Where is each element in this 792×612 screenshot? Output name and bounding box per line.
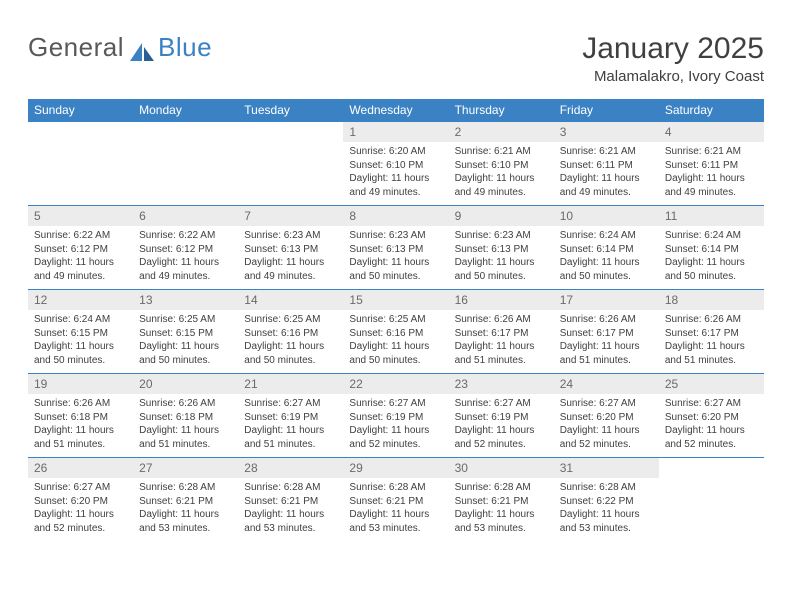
calendar-body: 1234 Sunrise: 6:20 AMSunset: 6:10 PMDayl… (28, 122, 764, 542)
day-details-cell: Sunrise: 6:27 AMSunset: 6:19 PMDaylight:… (343, 394, 448, 458)
day-number-cell: 10 (554, 206, 659, 227)
day-number-cell: 26 (28, 458, 133, 479)
day-details-cell: Sunrise: 6:27 AMSunset: 6:19 PMDaylight:… (238, 394, 343, 458)
day-number-cell: 15 (343, 290, 448, 311)
day-details-cell: Sunrise: 6:28 AMSunset: 6:21 PMDaylight:… (343, 478, 448, 541)
day-number-cell: 11 (659, 206, 764, 227)
day-number-cell: 24 (554, 374, 659, 395)
day-details-cell: Sunrise: 6:22 AMSunset: 6:12 PMDaylight:… (133, 226, 238, 290)
day-number-cell: 7 (238, 206, 343, 227)
day-number-cell: 6 (133, 206, 238, 227)
day-number-cell: 12 (28, 290, 133, 311)
day-details-cell: Sunrise: 6:24 AMSunset: 6:14 PMDaylight:… (659, 226, 764, 290)
day-header: Wednesday (343, 99, 448, 122)
day-details-cell: Sunrise: 6:27 AMSunset: 6:20 PMDaylight:… (28, 478, 133, 541)
day-number-cell: 22 (343, 374, 448, 395)
day-details-cell: Sunrise: 6:23 AMSunset: 6:13 PMDaylight:… (449, 226, 554, 290)
day-details-cell: Sunrise: 6:24 AMSunset: 6:14 PMDaylight:… (554, 226, 659, 290)
day-details-cell (28, 142, 133, 206)
day-number-cell: 14 (238, 290, 343, 311)
brand-text-blue: Blue (158, 32, 212, 63)
day-details-cell: Sunrise: 6:21 AMSunset: 6:10 PMDaylight:… (449, 142, 554, 206)
day-details-cell: Sunrise: 6:28 AMSunset: 6:21 PMDaylight:… (133, 478, 238, 541)
day-number-cell (28, 122, 133, 143)
day-number-cell (238, 122, 343, 143)
day-details-cell: Sunrise: 6:22 AMSunset: 6:12 PMDaylight:… (28, 226, 133, 290)
day-number-cell: 4 (659, 122, 764, 143)
day-number-cell: 25 (659, 374, 764, 395)
day-details-cell: Sunrise: 6:28 AMSunset: 6:22 PMDaylight:… (554, 478, 659, 541)
day-details-cell: Sunrise: 6:26 AMSunset: 6:17 PMDaylight:… (554, 310, 659, 374)
day-details-cell: Sunrise: 6:21 AMSunset: 6:11 PMDaylight:… (659, 142, 764, 206)
day-number-cell: 13 (133, 290, 238, 311)
day-details-cell (659, 478, 764, 541)
day-number-cell (133, 122, 238, 143)
day-details-cell (238, 142, 343, 206)
day-details-cell: Sunrise: 6:25 AMSunset: 6:15 PMDaylight:… (133, 310, 238, 374)
title-block: January 2025 Malamalakro, Ivory Coast (582, 32, 764, 85)
day-details-cell: Sunrise: 6:25 AMSunset: 6:16 PMDaylight:… (238, 310, 343, 374)
day-details-cell: Sunrise: 6:25 AMSunset: 6:16 PMDaylight:… (343, 310, 448, 374)
day-header: Saturday (659, 99, 764, 122)
day-number-cell: 29 (343, 458, 448, 479)
day-number-cell: 19 (28, 374, 133, 395)
day-details-cell: Sunrise: 6:27 AMSunset: 6:19 PMDaylight:… (449, 394, 554, 458)
calendar-table: SundayMondayTuesdayWednesdayThursdayFrid… (28, 99, 764, 541)
day-header: Thursday (449, 99, 554, 122)
day-header: Sunday (28, 99, 133, 122)
day-header: Monday (133, 99, 238, 122)
day-number-cell: 18 (659, 290, 764, 311)
day-details-cell: Sunrise: 6:27 AMSunset: 6:20 PMDaylight:… (659, 394, 764, 458)
location-name: Malamalakro, Ivory Coast (582, 68, 764, 85)
header-bar: General Blue January 2025 Malamalakro, I… (28, 32, 764, 85)
day-number-cell: 27 (133, 458, 238, 479)
day-details-cell: Sunrise: 6:21 AMSunset: 6:11 PMDaylight:… (554, 142, 659, 206)
brand-logo: General Blue (28, 32, 212, 63)
day-details-cell (133, 142, 238, 206)
day-details-cell: Sunrise: 6:23 AMSunset: 6:13 PMDaylight:… (238, 226, 343, 290)
day-details-cell: Sunrise: 6:26 AMSunset: 6:18 PMDaylight:… (28, 394, 133, 458)
day-number-cell: 31 (554, 458, 659, 479)
day-number-cell: 30 (449, 458, 554, 479)
month-title: January 2025 (582, 32, 764, 66)
day-details-cell: Sunrise: 6:26 AMSunset: 6:17 PMDaylight:… (659, 310, 764, 374)
day-details-cell: Sunrise: 6:26 AMSunset: 6:18 PMDaylight:… (133, 394, 238, 458)
calendar-page: General Blue January 2025 Malamalakro, I… (0, 0, 792, 559)
day-number-cell: 2 (449, 122, 554, 143)
day-number-cell: 5 (28, 206, 133, 227)
day-number-cell: 23 (449, 374, 554, 395)
day-details-cell: Sunrise: 6:24 AMSunset: 6:15 PMDaylight:… (28, 310, 133, 374)
day-number-cell: 8 (343, 206, 448, 227)
day-number-cell: 16 (449, 290, 554, 311)
logo-sail-icon (128, 41, 156, 63)
day-number-cell: 17 (554, 290, 659, 311)
day-details-cell: Sunrise: 6:26 AMSunset: 6:17 PMDaylight:… (449, 310, 554, 374)
day-number-cell: 28 (238, 458, 343, 479)
day-details-cell: Sunrise: 6:23 AMSunset: 6:13 PMDaylight:… (343, 226, 448, 290)
day-details-cell: Sunrise: 6:27 AMSunset: 6:20 PMDaylight:… (554, 394, 659, 458)
day-number-cell: 20 (133, 374, 238, 395)
brand-text-general: General (28, 32, 124, 63)
day-header: Tuesday (238, 99, 343, 122)
calendar-head: SundayMondayTuesdayWednesdayThursdayFrid… (28, 99, 764, 122)
day-number-cell: 1 (343, 122, 448, 143)
day-header: Friday (554, 99, 659, 122)
day-number-cell: 9 (449, 206, 554, 227)
day-details-cell: Sunrise: 6:28 AMSunset: 6:21 PMDaylight:… (238, 478, 343, 541)
day-number-cell (659, 458, 764, 479)
day-details-cell: Sunrise: 6:28 AMSunset: 6:21 PMDaylight:… (449, 478, 554, 541)
day-number-cell: 3 (554, 122, 659, 143)
day-number-cell: 21 (238, 374, 343, 395)
day-details-cell: Sunrise: 6:20 AMSunset: 6:10 PMDaylight:… (343, 142, 448, 206)
